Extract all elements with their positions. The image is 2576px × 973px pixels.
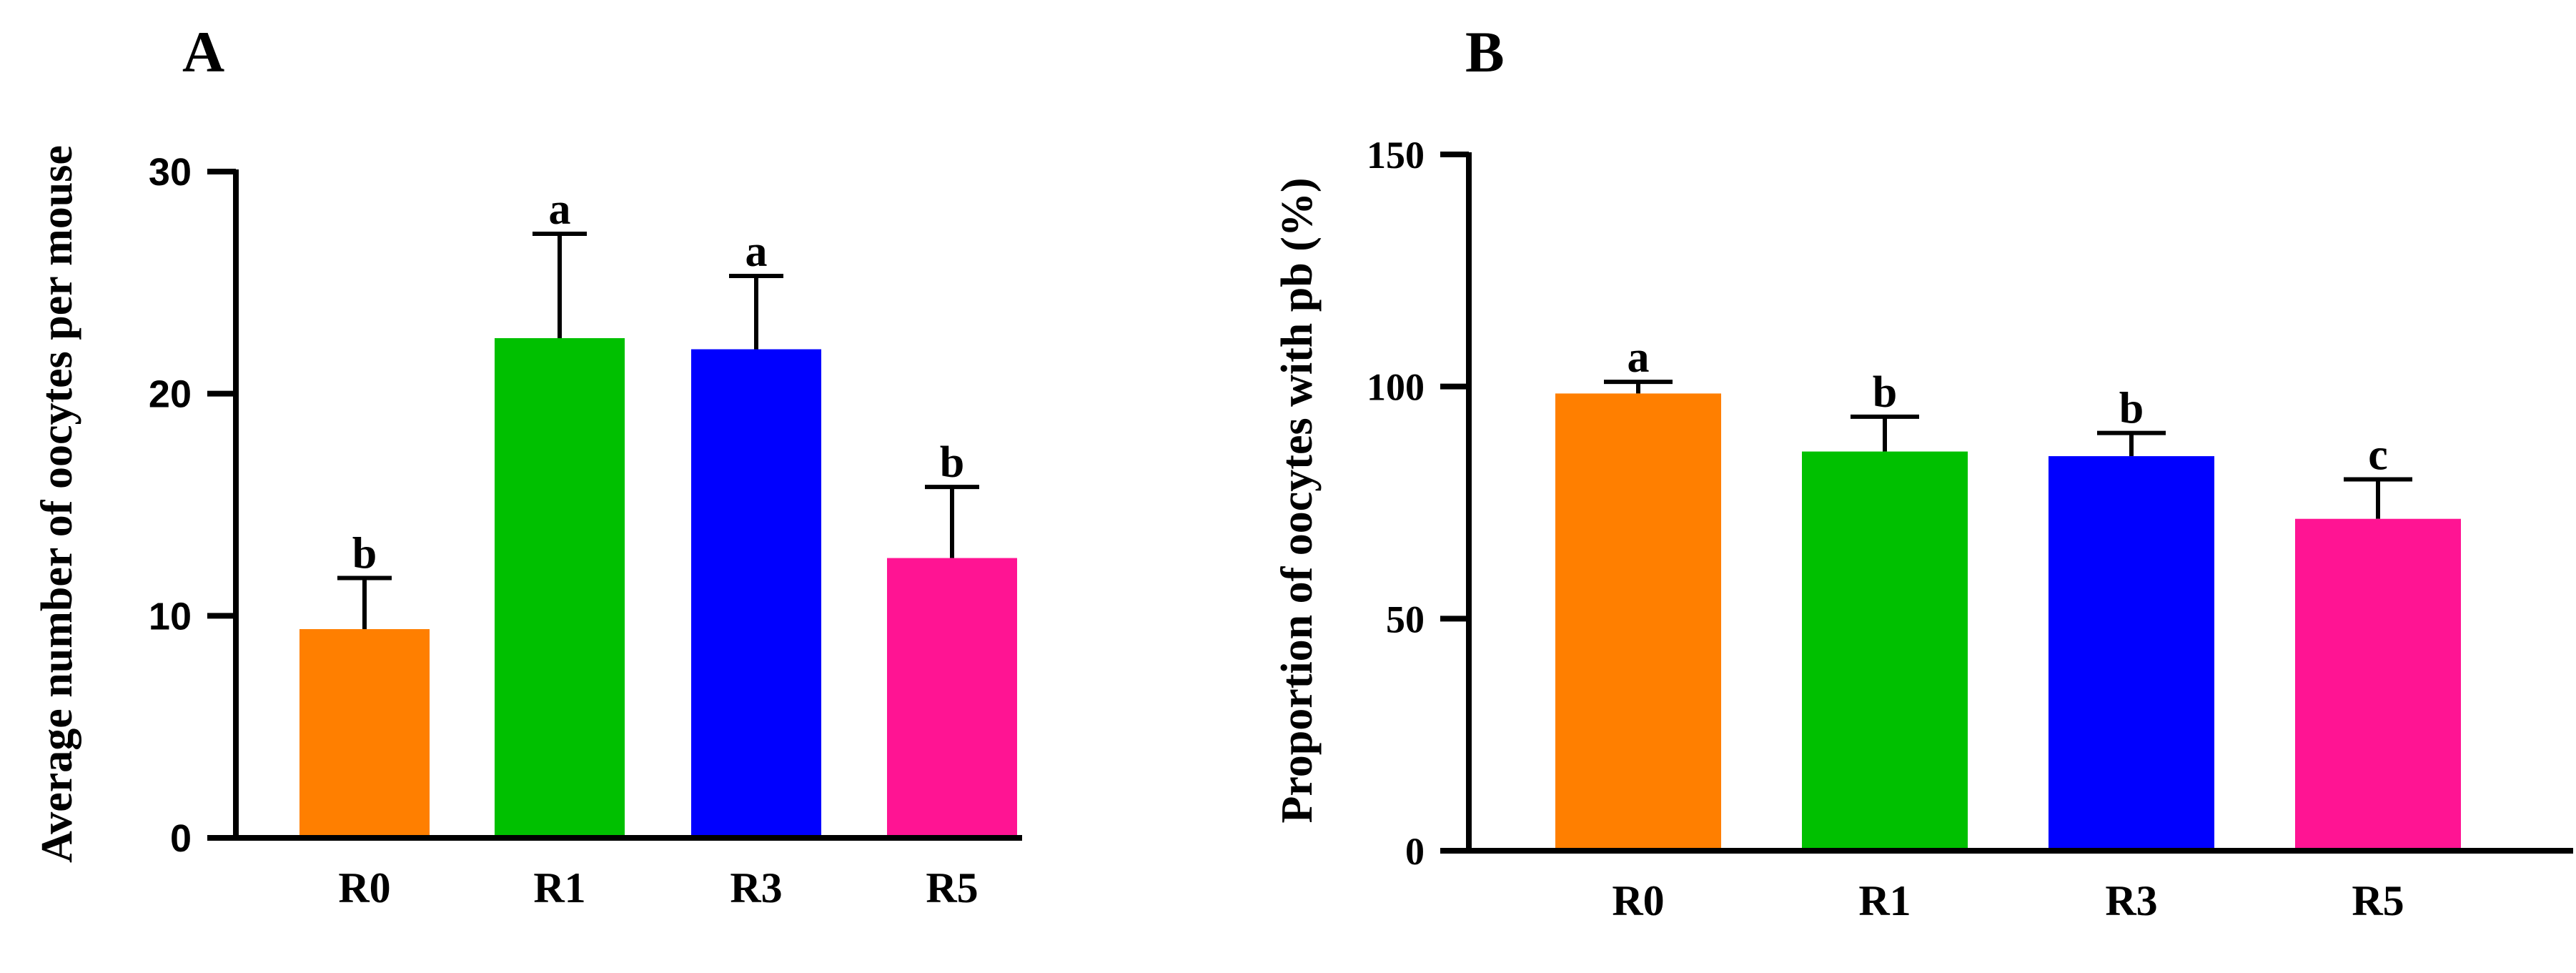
sig-label-R0: b — [352, 530, 377, 578]
chart-a: 0 10 20 30 b R0 a R1 a R3 b R5 — [149, 151, 1022, 912]
chart-b: 0 50 100 150 a R0 b R1 b R3 c R5 — [1367, 134, 2573, 924]
bar-R1 — [495, 338, 625, 835]
y-tick-label-150: 150 — [1367, 134, 1425, 177]
bar-R3 — [2049, 456, 2214, 848]
sig-label-R3: a — [745, 227, 768, 276]
y-tick-label-20: 20 — [149, 373, 192, 416]
category-label-R3: R3 — [2105, 877, 2157, 924]
sig-label-R1: a — [549, 185, 571, 234]
panel-a-ylabel: Average number of oocytes per mouse — [33, 145, 81, 863]
y-tick-label-30: 30 — [149, 151, 192, 194]
category-label-R1: R1 — [533, 864, 585, 912]
bar-R0 — [299, 628, 430, 835]
panel-b-letter: B — [1465, 19, 1505, 84]
sig-label-R5: b — [940, 438, 964, 487]
panel-a-letter: A — [182, 19, 224, 84]
y-tick-label-100: 100 — [1367, 366, 1425, 409]
sig-label-R1: b — [1873, 368, 1897, 417]
bar-R3 — [691, 349, 821, 835]
bar-R0 — [1555, 393, 1721, 848]
y-tick-label-10: 10 — [149, 595, 192, 638]
category-label-R0: R0 — [338, 864, 390, 912]
panel-b-ylabel: Proportion of oocytes with pb (%) — [1273, 178, 1322, 824]
sig-label-R5: c — [2368, 431, 2388, 480]
sig-label-R0: a — [1628, 333, 1650, 382]
bar-R1 — [1802, 451, 1968, 848]
y-tick-label-0: 0 — [1405, 830, 1425, 873]
category-label-R3: R3 — [730, 864, 782, 912]
bar-R5 — [2295, 518, 2461, 848]
category-label-R0: R0 — [1612, 877, 1664, 924]
category-label-R5: R5 — [2352, 877, 2404, 924]
y-tick-label-0: 0 — [170, 817, 192, 860]
sig-label-R3: b — [2119, 385, 2144, 433]
category-label-R5: R5 — [926, 864, 978, 912]
category-label-R1: R1 — [1858, 877, 1911, 924]
bar-R5 — [887, 558, 1017, 835]
y-tick-label-50: 50 — [1386, 598, 1425, 641]
